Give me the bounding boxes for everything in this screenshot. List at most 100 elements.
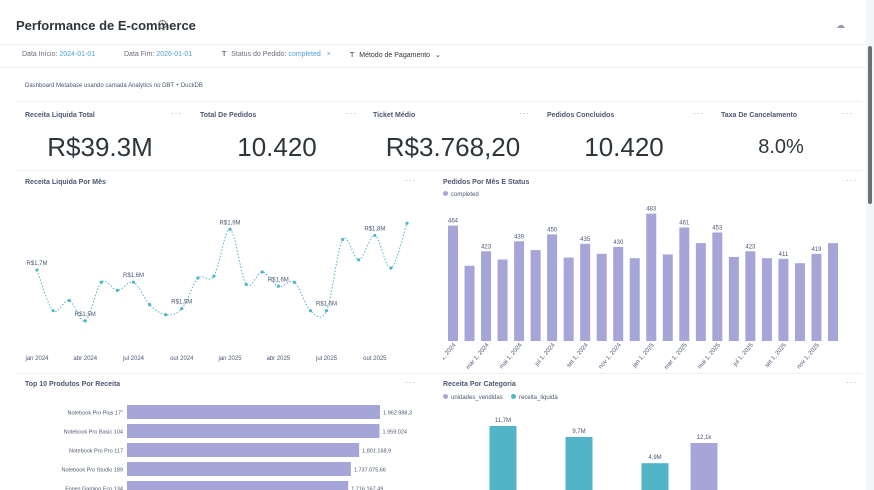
filter-start-value: 2024-01-01	[59, 51, 96, 58]
filter-status-label: Status do Pedido:	[231, 51, 287, 58]
card-title: Top 10 Produtos Por Receita	[25, 381, 121, 388]
bar-value-label: 419	[811, 247, 822, 253]
card-menu-icon[interactable]: ···	[405, 176, 416, 185]
category-value-label: 4,9M	[648, 455, 661, 461]
cloud-icon[interactable]: ☁	[836, 20, 845, 30]
card-taxa-de-cancelamento[interactable]: Taxa De Cancelamento ··· 8.0%	[721, 109, 861, 167]
legend-dot	[443, 191, 448, 196]
card-ticket-medio[interactable]: Ticket Médio ··· R$3.768,20	[373, 109, 533, 167]
bar	[712, 232, 723, 341]
text-filter-icon: T	[350, 52, 355, 59]
bar	[828, 243, 838, 341]
dashboard-description: Dashboard Metabase usando camada Analyti…	[25, 83, 203, 89]
card-menu-icon[interactable]: ···	[846, 378, 857, 387]
product-bar	[127, 424, 380, 438]
product-value-label: 1.959.024	[382, 430, 406, 436]
filter-end-value: 2026-01-01	[156, 51, 193, 58]
legend-item-receita[interactable]: receita_liquida	[511, 394, 558, 401]
card-menu-icon[interactable]: ···	[519, 109, 530, 118]
bar	[679, 227, 690, 341]
filter-status[interactable]: T Status do Pedido: completed ×	[222, 51, 331, 58]
category-value-label: 11,7M	[495, 418, 511, 424]
card-receita-liquida-total[interactable]: Receita Liquida Total ··· R$39.3M	[25, 109, 185, 167]
scalar-value: R$39.3M	[47, 132, 153, 162]
data-point	[83, 319, 87, 323]
card-pedidos-concluidos[interactable]: Pedidos Concluidos ··· 10.420	[547, 109, 707, 167]
filter-start-date[interactable]: Data Início: 2024-01-01	[22, 51, 95, 58]
x-tick-label: nov 1, 2025	[796, 342, 821, 370]
scalar-value: 10.420	[237, 132, 317, 162]
bar-value-label: 411	[779, 252, 789, 258]
filter-payment-label: Método de Pagamento	[359, 52, 431, 59]
legend-label: receita_liquida	[519, 395, 558, 401]
x-tick-label: jul 1, 2024	[534, 342, 557, 368]
card-receita-por-categoria[interactable]: Receita Por Categoria ··· unidades_vendi…	[443, 378, 861, 490]
x-tick-label: jan 2025	[218, 356, 243, 362]
bar	[497, 259, 508, 341]
bar	[811, 253, 822, 341]
bar	[481, 251, 492, 341]
horizontal-bar-chart: Notebook Pro Plus 17" 1.962.988,3 Notebook…	[62, 405, 412, 490]
card-menu-icon[interactable]: ···	[693, 109, 704, 118]
bar-chart: 464 423 439 450 435 430 483 461 453 423 411 419 jan …	[443, 207, 838, 371]
product-bar	[127, 481, 349, 490]
card-menu-icon[interactable]: ···	[842, 109, 853, 118]
scrollbar-track[interactable]	[866, 0, 874, 490]
card-total-de-pedidos[interactable]: Total De Pedidos ··· 10.420	[200, 109, 360, 167]
filter-status-value: completed	[288, 51, 321, 58]
data-label: R$1,9M	[220, 220, 241, 226]
card-pedidos-por-mes[interactable]: Pedidos Por Mês E Status ··· completed 4…	[443, 176, 861, 371]
bar	[745, 251, 756, 341]
legend-item-completed[interactable]: completed	[443, 191, 479, 198]
data-point	[228, 227, 232, 231]
card-menu-icon[interactable]: ···	[846, 176, 857, 185]
bar	[695, 243, 706, 341]
x-tick-label: mar 1, 2025	[664, 342, 690, 371]
filter-payment[interactable]: T Método de Pagamento ⌄	[350, 51, 441, 59]
card-top-produtos[interactable]: Top 10 Produtos Por Receita ··· Notebook…	[25, 378, 420, 490]
data-point	[292, 280, 296, 284]
data-point	[99, 280, 103, 284]
data-label: R$1,5M	[75, 312, 96, 318]
data-point	[115, 288, 120, 292]
x-tick-label: out 2024	[170, 356, 194, 362]
data-label: R$1,7M	[26, 261, 47, 267]
bar	[761, 258, 772, 341]
card-receita-por-mes[interactable]: Receita Liquida Por Mês ··· R$1,7M R$1,5M…	[25, 176, 420, 369]
bar-value-label: 439	[514, 234, 525, 240]
bar-value-label: 430	[613, 240, 624, 246]
category-bar-receita	[641, 463, 669, 490]
product-value-label: 1.716.167,49	[351, 487, 383, 490]
x-tick-label: mai 1, 2025	[697, 342, 722, 370]
bar-value-label: 461	[679, 220, 690, 226]
bar	[613, 246, 624, 341]
bar	[728, 256, 739, 341]
legend-item-unidades[interactable]: unidades_vendidas	[443, 394, 503, 401]
data-point	[180, 307, 184, 311]
dashboard-header: Performance de E-commerce i ☁	[0, 0, 866, 45]
data-point	[212, 274, 216, 278]
data-point	[405, 221, 409, 225]
bar	[596, 253, 607, 341]
card-title: Taxa De Cancelamento	[721, 112, 798, 119]
card-title: Pedidos Por Mês E Status	[443, 179, 530, 186]
data-point	[131, 280, 136, 284]
scalar-value: 10.420	[584, 132, 664, 162]
bar-value-label: 435	[580, 237, 591, 243]
card-menu-icon[interactable]: ···	[346, 109, 357, 118]
info-icon[interactable]: i	[158, 20, 167, 29]
data-point	[260, 270, 264, 274]
x-tick-label: abr 2025	[266, 356, 290, 362]
card-menu-icon[interactable]: ···	[171, 109, 182, 118]
data-point	[67, 298, 71, 303]
data-label: R$1,5M	[171, 300, 192, 306]
bar	[448, 225, 458, 341]
bar	[629, 258, 640, 341]
category-bar-receita	[565, 436, 593, 490]
card-menu-icon[interactable]: ···	[405, 378, 416, 387]
data-point	[276, 284, 280, 288]
clear-filter-icon[interactable]: ×	[326, 51, 331, 58]
filter-end-date[interactable]: Data Fim: 2026-01-01	[124, 51, 192, 58]
category-bar-unidades	[690, 443, 718, 490]
scrollbar-thumb[interactable]	[868, 46, 872, 204]
